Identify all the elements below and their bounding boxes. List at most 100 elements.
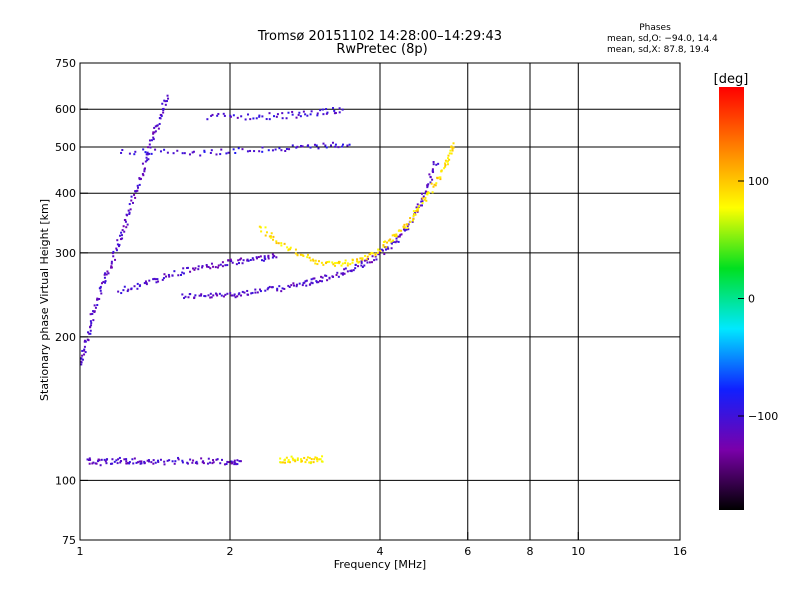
data-point [188, 153, 191, 156]
x-tick-label: 8 [527, 545, 534, 558]
x-tick-label: 6 [464, 545, 471, 558]
data-point [152, 278, 155, 281]
data-point [351, 261, 354, 264]
data-point [287, 248, 290, 251]
y-tick-label: 500 [55, 141, 76, 154]
data-point [288, 148, 291, 151]
y-tick-label: 750 [55, 57, 76, 70]
data-point [296, 145, 299, 148]
data-point [258, 150, 261, 153]
data-point [125, 458, 128, 461]
data-point [251, 291, 254, 294]
data-point [395, 240, 398, 243]
data-point [335, 273, 338, 276]
data-point [231, 462, 234, 465]
data-point [247, 259, 250, 262]
data-point [341, 108, 344, 111]
data-point [293, 284, 296, 287]
data-point [181, 271, 184, 274]
data-point [118, 456, 121, 459]
data-point [216, 294, 219, 297]
data-point [295, 285, 298, 288]
data-point [320, 261, 323, 264]
data-point [81, 349, 84, 352]
data-point [432, 160, 435, 163]
data-point [264, 258, 267, 261]
data-point [120, 292, 123, 295]
data-point [317, 147, 320, 150]
data-point [433, 183, 436, 186]
data-point [346, 270, 349, 273]
data-point [203, 150, 206, 153]
data-point [291, 144, 294, 147]
data-point [382, 241, 385, 244]
data-point [321, 108, 324, 111]
colorbar-tick-label: 100 [748, 175, 769, 188]
data-point [447, 154, 450, 157]
data-point [361, 265, 364, 268]
data-point [276, 113, 279, 116]
data-point [420, 204, 423, 207]
data-point [131, 458, 134, 461]
data-point [100, 292, 103, 295]
data-point [304, 461, 307, 464]
data-point [220, 148, 223, 151]
data-point [96, 460, 99, 463]
data-point [296, 459, 299, 462]
data-point [267, 254, 270, 257]
data-point [385, 246, 388, 249]
data-point [177, 458, 180, 461]
data-point [432, 185, 435, 188]
data-point [416, 209, 419, 212]
data-point [354, 267, 357, 270]
data-point [398, 235, 401, 238]
data-point [308, 283, 311, 286]
data-point [343, 268, 346, 271]
data-point [125, 226, 128, 229]
data-point [86, 458, 89, 461]
data-point [417, 207, 420, 210]
data-point [350, 269, 353, 272]
data-point [135, 461, 138, 464]
data-point [201, 265, 204, 268]
data-point [426, 184, 429, 187]
data-point [192, 459, 195, 462]
data-point [113, 460, 116, 463]
data-point [160, 114, 163, 117]
data-point [269, 236, 272, 239]
data-point [153, 126, 156, 129]
data-point [112, 255, 115, 258]
data-point [80, 363, 83, 366]
data-point [233, 459, 236, 462]
data-point [104, 460, 107, 463]
data-point [152, 131, 155, 134]
data-point [358, 260, 361, 263]
data-point [232, 148, 235, 151]
data-point [366, 255, 369, 258]
data-point [246, 258, 249, 261]
data-point [276, 287, 279, 290]
data-point [428, 173, 431, 176]
data-point [239, 460, 242, 463]
data-point [83, 348, 86, 351]
data-point [286, 246, 289, 249]
data-point [234, 296, 237, 299]
data-point [148, 152, 151, 155]
data-point [205, 264, 208, 267]
data-point [128, 461, 131, 464]
data-point [322, 142, 325, 145]
data-point [206, 118, 209, 121]
data-point [319, 109, 322, 112]
data-point [285, 456, 288, 459]
data-point [259, 226, 262, 229]
data-point [312, 259, 315, 262]
data-point [88, 457, 91, 460]
data-point [403, 229, 406, 232]
data-point [344, 259, 347, 262]
data-point [139, 178, 142, 181]
data-point [271, 256, 274, 259]
data-point [325, 261, 328, 264]
x-tick-label: 10 [571, 545, 585, 558]
data-point [254, 288, 257, 291]
data-point [331, 261, 334, 264]
